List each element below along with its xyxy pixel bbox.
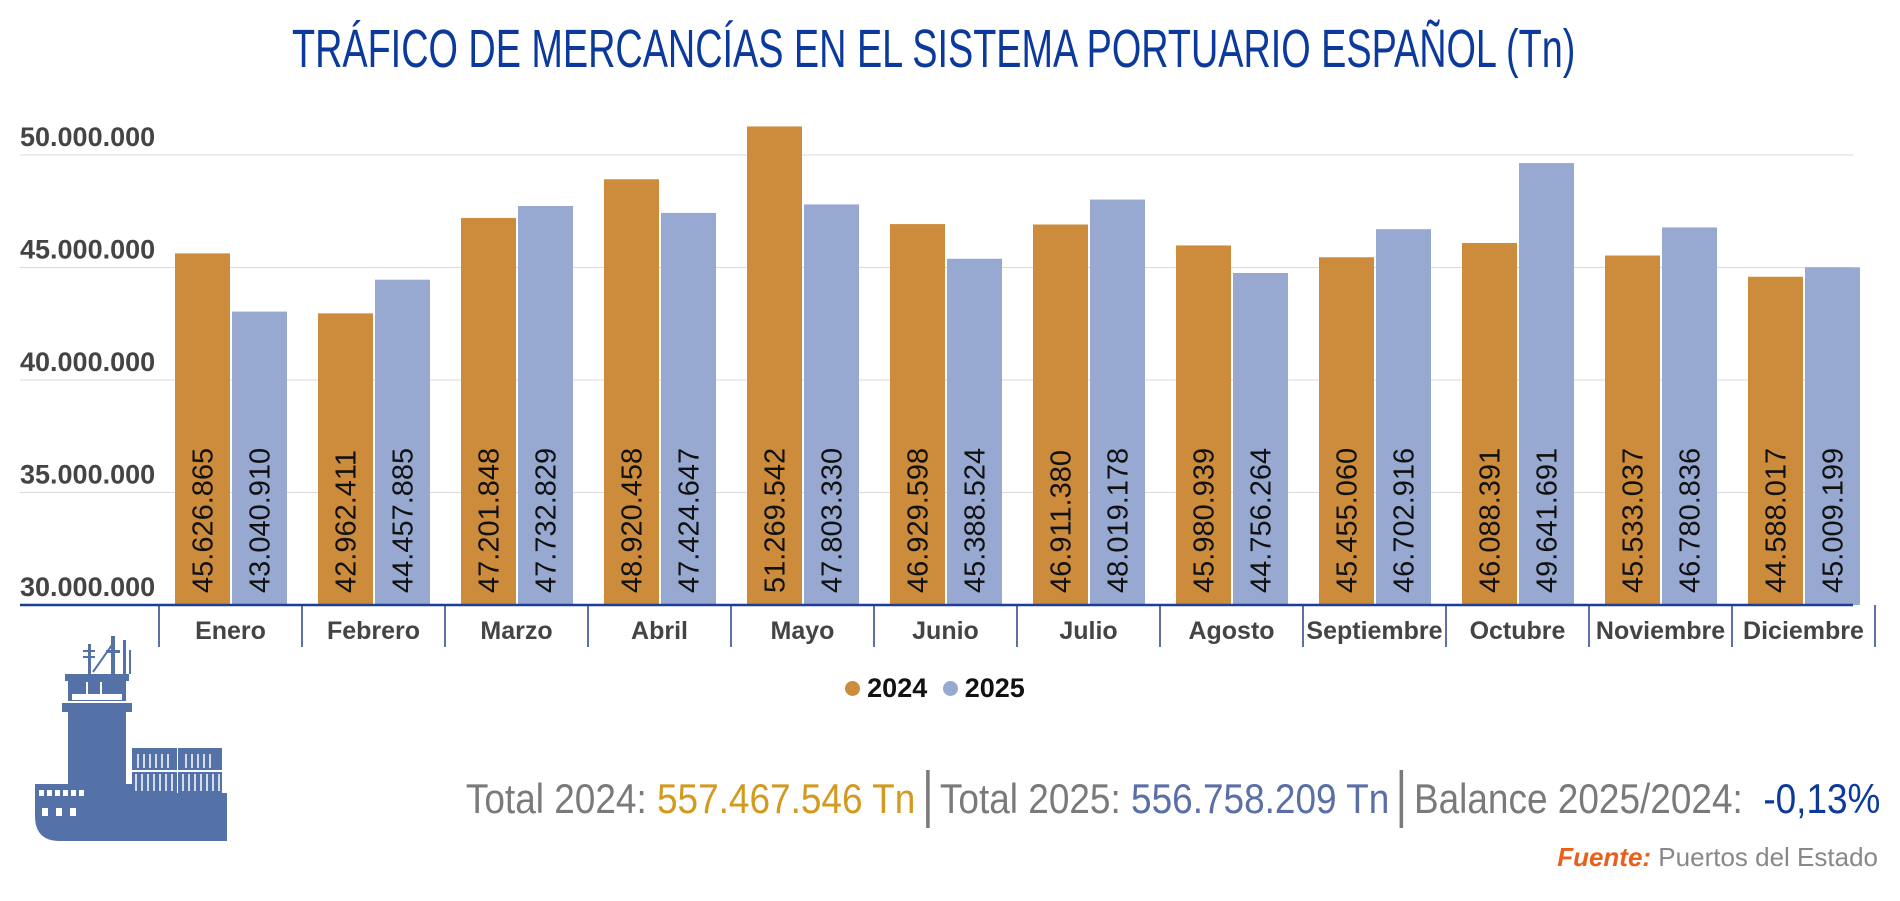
- divider: [925, 770, 929, 828]
- value-label: 49.641.691: [1532, 448, 1564, 593]
- value-label: 47.803.330: [817, 448, 849, 593]
- bar-2025-noviembre: [1662, 227, 1717, 605]
- value-label: 45.455.060: [1332, 448, 1364, 593]
- bar-2024-octubre: [1462, 243, 1517, 605]
- category-label: Abril: [631, 617, 688, 645]
- category-label: Marzo: [480, 617, 552, 645]
- bar-2024-marzo: [461, 217, 516, 605]
- y-tick-label: 30.000.000: [20, 572, 155, 602]
- bar-2024-mayo: [747, 126, 802, 605]
- bar-2024-abril: [604, 179, 659, 606]
- bar-2025-julio: [1090, 199, 1145, 606]
- bar-2025-septiembre: [1376, 229, 1431, 605]
- bar-chart: 30.000.000 35.000.000 40.000.000 45.000.000…: [20, 122, 1876, 647]
- x-axis-categories: Enero Febrero Marzo Abril Mayo Junio Julio Agos…: [158, 605, 1876, 647]
- bar-2025-mayo: [804, 204, 859, 605]
- bar-2025-enero: [232, 311, 287, 605]
- legend-swatch-2024: [845, 681, 861, 696]
- balance-value: -0,13%: [1762, 775, 1880, 822]
- bar-2024-septiembre: [1319, 257, 1374, 605]
- bar-2025-febrero: [375, 279, 430, 605]
- bar-2024-febrero: [318, 313, 373, 605]
- bar-2025-junio: [947, 258, 1002, 605]
- category-label: Diciembre: [1743, 617, 1864, 645]
- legend-item-2025: 2025: [942, 673, 1025, 704]
- bar-2024-diciembre: [1748, 276, 1803, 605]
- value-label: 44.588.017: [1761, 448, 1793, 593]
- category-label: Noviembre: [1596, 617, 1725, 645]
- value-label: 46.088.391: [1475, 448, 1507, 593]
- category-label: Julio: [1059, 617, 1117, 645]
- value-label: 48.920.458: [617, 448, 649, 593]
- value-label: 46.929.598: [903, 448, 935, 593]
- total-2025-label: Total 2025:: [939, 775, 1131, 822]
- legend-item-2024: 2024: [845, 673, 927, 704]
- value-label: 47.201.848: [474, 448, 506, 593]
- bar-2025-agosto: [1233, 272, 1288, 605]
- category-label: Febrero: [327, 617, 420, 645]
- value-label: 42.962.411: [331, 450, 363, 593]
- source-note: Fuente: Puertos del Estado: [1557, 842, 1878, 873]
- bar-2024-agosto: [1176, 245, 1231, 605]
- bar-2025-octubre: [1519, 163, 1574, 605]
- y-tick-label: 50.000.000: [20, 122, 155, 152]
- value-label: 46.911.380: [1046, 450, 1078, 593]
- totals-summary: Total 2024: 557.467.546 Tn Total 2025: 5…: [465, 770, 1880, 828]
- value-label: 48.019.178: [1103, 448, 1135, 593]
- category-label: Junio: [912, 617, 979, 645]
- chart-title: TRÁFICO DE MERCANCÍAS EN EL SISTEMA PORT…: [292, 19, 1576, 79]
- value-labels: 45.626.865 43.040.910 42.962.411 44.457.885…: [188, 448, 1850, 593]
- category-label: Mayo: [771, 617, 835, 645]
- value-label: 45.388.524: [960, 448, 992, 593]
- legend: 2024 2025: [0, 672, 1870, 704]
- legend-swatch-2025: [942, 681, 958, 696]
- total-2024-label: Total 2024:: [465, 775, 657, 822]
- value-label: 51.269.542: [760, 448, 792, 593]
- balance-label: Balance 2025/2024:: [1413, 775, 1763, 822]
- y-tick-label: 40.000.000: [20, 347, 155, 377]
- y-tick-label: 45.000.000: [20, 235, 155, 265]
- value-label: 45.626.865: [188, 448, 220, 593]
- bar-2024-junio: [890, 224, 945, 605]
- divider: [1399, 770, 1403, 828]
- bar-2024-julio: [1033, 224, 1088, 605]
- category-label: Octubre: [1470, 617, 1566, 645]
- value-label: 44.457.885: [388, 448, 420, 593]
- value-label: 45.009.199: [1818, 448, 1850, 593]
- value-label: 47.732.829: [531, 448, 563, 593]
- value-label: 45.980.939: [1189, 448, 1221, 593]
- value-label: 46.780.836: [1675, 448, 1707, 593]
- bar-2025-abril: [661, 212, 716, 606]
- value-label: 45.533.037: [1618, 448, 1650, 593]
- total-2024-value: 557.467.546 Tn: [656, 775, 915, 822]
- source-label: Fuente:: [1557, 842, 1652, 872]
- value-label: 43.040.910: [245, 448, 277, 593]
- value-label: 46.702.916: [1389, 448, 1421, 593]
- category-label: Agosto: [1188, 617, 1274, 645]
- category-label: Septiembre: [1306, 617, 1442, 645]
- cargo-ship-icon: [35, 636, 227, 841]
- bar-2024-noviembre: [1605, 255, 1660, 606]
- source-text: Puertos del Estado: [1651, 842, 1878, 872]
- y-tick-label: 35.000.000: [20, 460, 155, 490]
- total-2025-value: 556.758.209 Tn: [1130, 775, 1389, 822]
- bar-2025-marzo: [518, 206, 573, 605]
- y-axis-ticks: 30.000.000 35.000.000 40.000.000 45.000.000…: [20, 122, 155, 602]
- category-label: Enero: [195, 617, 266, 645]
- bar-2024-enero: [175, 253, 230, 605]
- bar-2025-diciembre: [1805, 267, 1860, 605]
- bars: [175, 126, 1860, 606]
- value-label: 47.424.647: [674, 448, 706, 593]
- value-label: 44.756.264: [1246, 448, 1278, 593]
